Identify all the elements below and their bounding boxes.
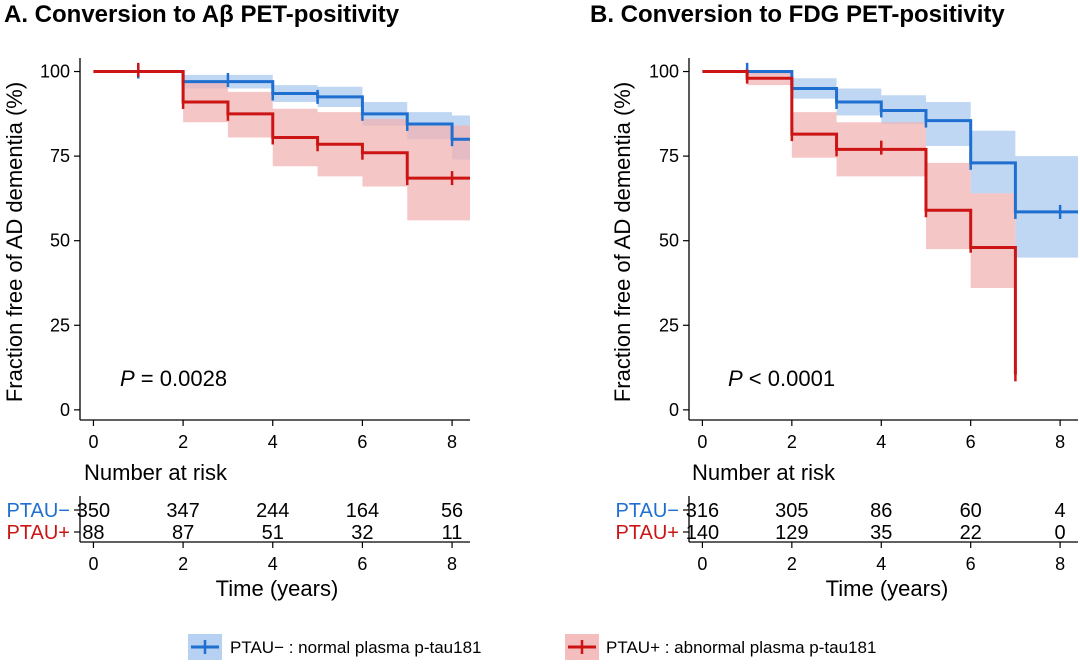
panel-a-ci-band-ptau-neg [93, 71, 470, 160]
legend-label-ptau-pos: PTAU+ : abnormal plasma p-tau181 [606, 638, 876, 657]
panel-b-risk-value: 86 [870, 500, 892, 522]
panel-a-risk-x-tick-label: 4 [268, 554, 278, 574]
panel-a: A. Conversion to Aβ PET-positivity Fract… [2, 1, 470, 601]
panel-a-x-tick-label: 8 [447, 432, 457, 452]
legend-item-ptau-neg: PTAU− : normal plasma p-tau181 [188, 634, 482, 660]
panel-a-risk-value: 32 [351, 522, 373, 544]
panel-a-x-tick-label: 2 [178, 432, 188, 452]
panel-b-risk-value: 4 [1055, 500, 1066, 522]
panel-b-plot: 0 25 50 75 100 0 2 4 6 8 [649, 58, 1078, 452]
legend: PTAU− : normal plasma p-tau181 PTAU+ : a… [188, 634, 876, 660]
panel-a-plot: 0 25 50 75 100 0 2 4 6 8 [40, 58, 470, 452]
panel-b-risk-value: 0 [1055, 522, 1066, 544]
panel-a-risk-x-tick-label: 0 [88, 554, 98, 574]
panel-b-risk-x-tick-label: 2 [787, 554, 797, 574]
panel-a-risk-value: 51 [262, 522, 284, 544]
panel-a-p-text: = 0.0028 [135, 366, 227, 391]
panel-a-y-tick-label: 25 [50, 315, 70, 335]
panel-b-x-tick-label: 4 [876, 432, 886, 452]
panel-a-y-tick-label: 100 [40, 62, 70, 82]
panel-b-risk-value: 60 [960, 500, 982, 522]
panel-b-p-text: < 0.0001 [743, 366, 835, 391]
panel-b-x-tick-label: 6 [966, 432, 976, 452]
panel-a-x-tick-label: 6 [357, 432, 367, 452]
panel-b-risk-value: 35 [870, 522, 892, 544]
panel-a-risk-x-tick-label: 6 [357, 554, 367, 574]
panel-b-ylabel: Fraction free of AD dementia (%) [610, 82, 635, 402]
panel-a-pvalue: P = 0.0028 [120, 366, 227, 391]
panel-b-risk-x-tick-label: 4 [876, 554, 886, 574]
panel-a-y-tick-label: 0 [60, 400, 70, 420]
panel-b-risk-value: 140 [686, 522, 719, 544]
panel-b-risk-value: 316 [686, 500, 719, 522]
panel-a-risk-value: 244 [256, 500, 289, 522]
panel-b-risk-title: Number at risk [692, 460, 836, 485]
panel-a-risk-title: Number at risk [84, 460, 228, 485]
panel-a-x-tick-label: 4 [268, 432, 278, 452]
panel-b-risk-value: 129 [775, 522, 808, 544]
panel-b-risk-x-tick-label: 0 [697, 554, 707, 574]
panel-b-xlabel: Time (years) [826, 576, 949, 601]
panel-b-risk-table: PTAU− 316 305 86 60 4 PTAU+ 140 129 35 22 0 0 2 4 6 8 [615, 496, 1078, 574]
panel-a-ylabel: Fraction free of AD dementia (%) [2, 82, 27, 402]
panel-b-ci-band-ptau-pos [702, 71, 1016, 289]
panel-a-risk-value: 350 [77, 500, 110, 522]
panel-b-y-tick-label: 75 [659, 146, 679, 166]
legend-item-ptau-pos: PTAU+ : abnormal plasma p-tau181 [565, 634, 876, 660]
panel-b-title: B. Conversion to FDG PET-positivity [590, 1, 1005, 28]
panel-a-risk-value: 56 [441, 500, 463, 522]
panel-b-x-tick-label: 2 [787, 432, 797, 452]
panel-b-risk-value: 22 [960, 522, 982, 544]
panel-b-risk-x-tick-label: 8 [1055, 554, 1065, 574]
panel-b-pvalue: P < 0.0001 [728, 366, 835, 391]
panel-b-y-tick-label: 100 [649, 62, 679, 82]
panel-a-x-tick-label: 0 [88, 432, 98, 452]
panel-b-y-tick-label: 0 [669, 400, 679, 420]
panel-a-xlabel: Time (years) [216, 576, 339, 601]
panel-a-y-tick-label: 50 [50, 231, 70, 251]
panel-a-p-label: P [120, 366, 135, 391]
panel-b: B. Conversion to FDG PET-positivity Frac… [590, 1, 1078, 601]
panel-b-risk-row-label: PTAU+ [615, 522, 679, 544]
panel-a-risk-row-label: PTAU+ [6, 522, 70, 544]
panel-b-risk-x-tick-label: 6 [966, 554, 976, 574]
panel-a-km-line-ptau-pos [93, 70, 470, 180]
panel-b-p-label: P [728, 366, 743, 391]
legend-label-ptau-neg: PTAU− : normal plasma p-tau181 [230, 638, 482, 657]
panel-a-ci-band-ptau-pos [93, 71, 470, 221]
panel-a-risk-value: 88 [82, 522, 104, 544]
panel-a-risk-value: 87 [172, 522, 194, 544]
panel-a-title: A. Conversion to Aβ PET-positivity [4, 1, 400, 28]
panel-a-risk-row-label: PTAU− [6, 500, 70, 522]
panel-a-y-tick-label: 75 [50, 146, 70, 166]
panel-a-risk-x-tick-label: 8 [447, 554, 457, 574]
panel-b-risk-row-label: PTAU− [615, 500, 679, 522]
panel-b-x-tick-label: 8 [1055, 432, 1065, 452]
panel-b-risk-value: 305 [775, 500, 808, 522]
panel-a-risk-table: PTAU− 350 347 244 164 56 PTAU+ 88 87 51 32 11 0 2 4 6 8 [6, 496, 470, 574]
panel-b-y-tick-label: 25 [659, 315, 679, 335]
panel-b-x-tick-label: 0 [697, 432, 707, 452]
panel-a-risk-value: 164 [346, 500, 379, 522]
panel-a-risk-value: 11 [442, 522, 463, 544]
panel-a-risk-x-tick-label: 2 [178, 554, 188, 574]
panel-b-y-tick-label: 50 [659, 231, 679, 251]
panel-a-risk-value: 347 [166, 500, 199, 522]
panel-b-ci-band-ptau-neg [702, 71, 1078, 258]
